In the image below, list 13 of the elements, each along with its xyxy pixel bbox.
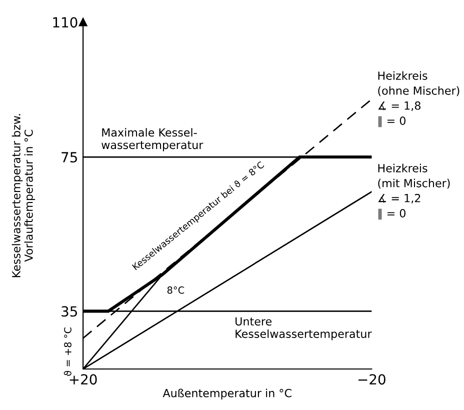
x-tick-label: +20 bbox=[70, 374, 97, 385]
ref-line-label: Maximale Kessel- wassertemperatur bbox=[102, 128, 204, 152]
x-axis-title: Außentemperatur in °C bbox=[162, 388, 292, 400]
annotation: Heizkreis (mit Mischer) ∡ = 1,2 ∥ = 0 bbox=[378, 164, 450, 220]
ref-line-label: Untere Kesselwassertemperatur bbox=[236, 317, 372, 340]
annotation: Heizkreis (ohne Mischer) ∡ = 1,8 ∥ = 0 bbox=[378, 71, 460, 128]
x-tick-label: −20 bbox=[358, 374, 386, 385]
annotation: 8°C bbox=[167, 286, 184, 294]
y-tick-label: 75 bbox=[62, 152, 77, 163]
y-tick-label: 110 bbox=[53, 17, 78, 28]
y-axis-title: Kesselwassertemperatur bzw. Vorlauftemperatur in °C bbox=[12, 114, 36, 278]
text: ϑ = +8 °C bbox=[64, 327, 72, 376]
y-tick-label: 35 bbox=[62, 306, 77, 317]
